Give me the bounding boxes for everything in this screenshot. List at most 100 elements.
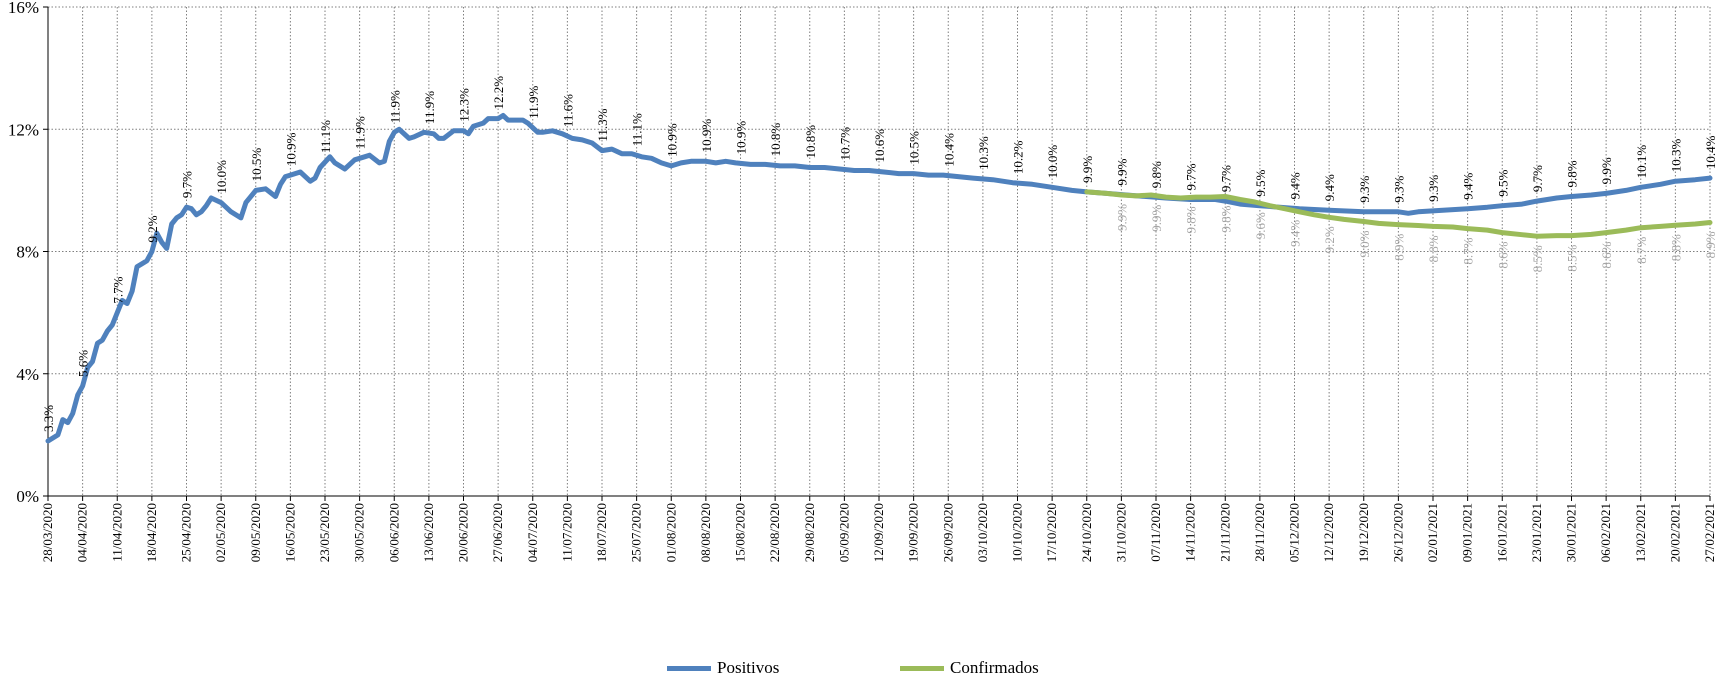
y-tick-label: 16%: [8, 0, 39, 17]
data-label-positivos: 9.4%: [1288, 172, 1303, 199]
x-tick-label: 12/12/2020: [1321, 503, 1336, 562]
x-tick-label: 30/01/2021: [1564, 503, 1579, 562]
data-label-confirmados: 8.7%: [1634, 237, 1649, 264]
x-tick-label: 20/06/2020: [456, 503, 471, 562]
data-label-positivos: 9.2%: [145, 215, 160, 242]
x-tick-label: 02/05/2020: [213, 503, 228, 562]
data-label-positivos: 10.1%: [1634, 145, 1649, 179]
data-label-positivos: 10.9%: [664, 123, 679, 157]
x-tick-label: 23/05/2020: [317, 503, 332, 562]
x-tick-label: 25/07/2020: [629, 503, 644, 562]
data-label-positivos: 9.5%: [1253, 169, 1268, 196]
data-label-positivos: 9.9%: [1114, 158, 1129, 185]
x-tick-label: 26/12/2020: [1390, 503, 1405, 562]
x-tick-label: 09/01/2021: [1460, 503, 1475, 562]
x-tick-label: 01/08/2020: [663, 503, 678, 562]
data-label-confirmados: 8.5%: [1530, 245, 1545, 272]
data-label-positivos: 10.2%: [1011, 140, 1026, 174]
data-label-positivos: 10.0%: [214, 160, 229, 194]
data-label-positivos: 10.9%: [699, 119, 714, 153]
data-label-positivos: 9.9%: [1599, 157, 1614, 184]
data-label-positivos: 12.3%: [457, 88, 472, 122]
data-label-positivos: 10.6%: [872, 129, 887, 163]
data-label-confirmados: 8.7%: [1461, 237, 1476, 264]
x-tick-label: 14/11/2020: [1183, 503, 1198, 562]
data-label-positivos: 10.5%: [249, 148, 264, 182]
data-label-positivos: 7.7%: [110, 276, 125, 303]
x-tick-label: 09/05/2020: [248, 503, 263, 562]
data-label-positivos: 10.7%: [837, 127, 852, 161]
data-label-positivos: 10.3%: [1668, 138, 1683, 172]
data-label-confirmados: 8.6%: [1599, 241, 1614, 268]
data-label-confirmados: 9.8%: [1184, 206, 1199, 233]
y-tick-label: 12%: [8, 120, 39, 139]
y-tick-label: 4%: [16, 365, 39, 384]
data-label-confirmados: 8.5%: [1565, 244, 1580, 271]
data-label-positivos: 9.5%: [1495, 169, 1510, 196]
legend-swatch-confirmados: [900, 665, 944, 671]
data-label-positivos: 9.8%: [1565, 160, 1580, 187]
x-tick-label: 08/08/2020: [698, 503, 713, 562]
x-tick-label: 11/04/2020: [109, 503, 124, 562]
x-tick-label: 22/08/2020: [767, 503, 782, 562]
data-label-positivos: 9.7%: [1530, 165, 1545, 192]
data-label-positivos: 11.1%: [318, 120, 333, 153]
x-tick-label: 19/12/2020: [1356, 503, 1371, 562]
data-label-confirmados: 8.9%: [1391, 233, 1406, 260]
data-label-confirmados: 9.9%: [1149, 205, 1164, 232]
data-label-confirmados: 9.8%: [1218, 205, 1233, 232]
data-labels: 3.3% 5.6% 7.7% 9.2% 9.7% 10.0% 10.5% 10.9% 11.1%…: [41, 76, 1717, 432]
data-label-confirmados: 9.2%: [1322, 226, 1337, 253]
data-label-positivos: 11.9%: [353, 116, 368, 149]
data-label-positivos: 9.3%: [1391, 176, 1406, 203]
data-label-positivos: 11.9%: [387, 90, 402, 123]
data-label-positivos: 10.0%: [1045, 145, 1060, 179]
data-label-positivos: 9.7%: [1184, 163, 1199, 190]
x-tick-label: 07/11/2020: [1148, 503, 1163, 562]
data-label-confirmados: 8.6%: [1495, 241, 1510, 268]
x-tick-label: 26/09/2020: [940, 503, 955, 562]
legend-label-positivos: Positivos: [717, 658, 780, 677]
x-tick-label: 18/07/2020: [594, 503, 609, 562]
grid-lines: [43, 6, 1711, 501]
legend-item-confirmados: Confirmados: [900, 656, 1039, 680]
x-tick-label: 27/06/2020: [490, 503, 505, 562]
data-label-confirmados: 9.4%: [1288, 220, 1303, 247]
data-label-positivos: 9.7%: [180, 171, 195, 198]
x-tick-label: 29/08/2020: [802, 503, 817, 562]
data-label-positivos: 11.3%: [595, 108, 610, 141]
data-label-positivos: 10.8%: [803, 125, 818, 159]
data-label-positivos: 3.3%: [41, 405, 56, 432]
x-tick-label: 27/02/2021: [1702, 503, 1717, 562]
data-label-positivos: 11.1%: [630, 113, 645, 146]
x-tick-label: 28/03/2020: [40, 503, 55, 562]
series-lines: [45, 113, 1713, 444]
x-tick-label: 18/04/2020: [144, 503, 159, 562]
legend-swatch-positivos: [667, 665, 711, 671]
y-tick-label: 8%: [16, 243, 39, 262]
x-tick-label: 12/09/2020: [871, 503, 886, 562]
x-tick-label: 16/01/2021: [1494, 503, 1509, 562]
x-tick-label: 20/02/2021: [1667, 503, 1682, 562]
x-tick-label: 02/01/2021: [1425, 503, 1440, 562]
data-label-confirmados: 9.0%: [1357, 230, 1372, 257]
data-label-positivos: 10.9%: [734, 121, 749, 155]
x-tick-label: 17/10/2020: [1044, 503, 1059, 562]
x-tick-label: 13/02/2021: [1633, 503, 1648, 562]
series-line-confirmados: [1084, 189, 1713, 239]
x-tick-label: 04/07/2020: [525, 503, 540, 562]
x-tick-label: 23/01/2021: [1529, 503, 1544, 562]
legend: Positivos Confirmados: [0, 656, 1717, 680]
data-label-confirmados: 8.8%: [1426, 235, 1441, 262]
x-tick-label: 21/11/2020: [1217, 503, 1232, 562]
data-label-confirmados: 8.9%: [1703, 231, 1717, 258]
x-tick-label: 03/10/2020: [975, 503, 990, 562]
data-label-positivos: 10.4%: [941, 133, 956, 167]
line-chart: 0% 4% 8% 12% 16% 28/03/2020 04/04/2020 11/04/2…: [8, 0, 1717, 562]
x-tick-label: 24/10/2020: [1079, 503, 1094, 562]
x-tick-label: 28/11/2020: [1252, 503, 1267, 562]
data-label-positivos: 9.7%: [1218, 165, 1233, 192]
x-tick-label: 15/08/2020: [733, 503, 748, 562]
x-axis-ticks: 28/03/2020 04/04/2020 11/04/2020 18/04/2020…: [40, 503, 1717, 562]
series-line-positivos: [45, 113, 1713, 444]
